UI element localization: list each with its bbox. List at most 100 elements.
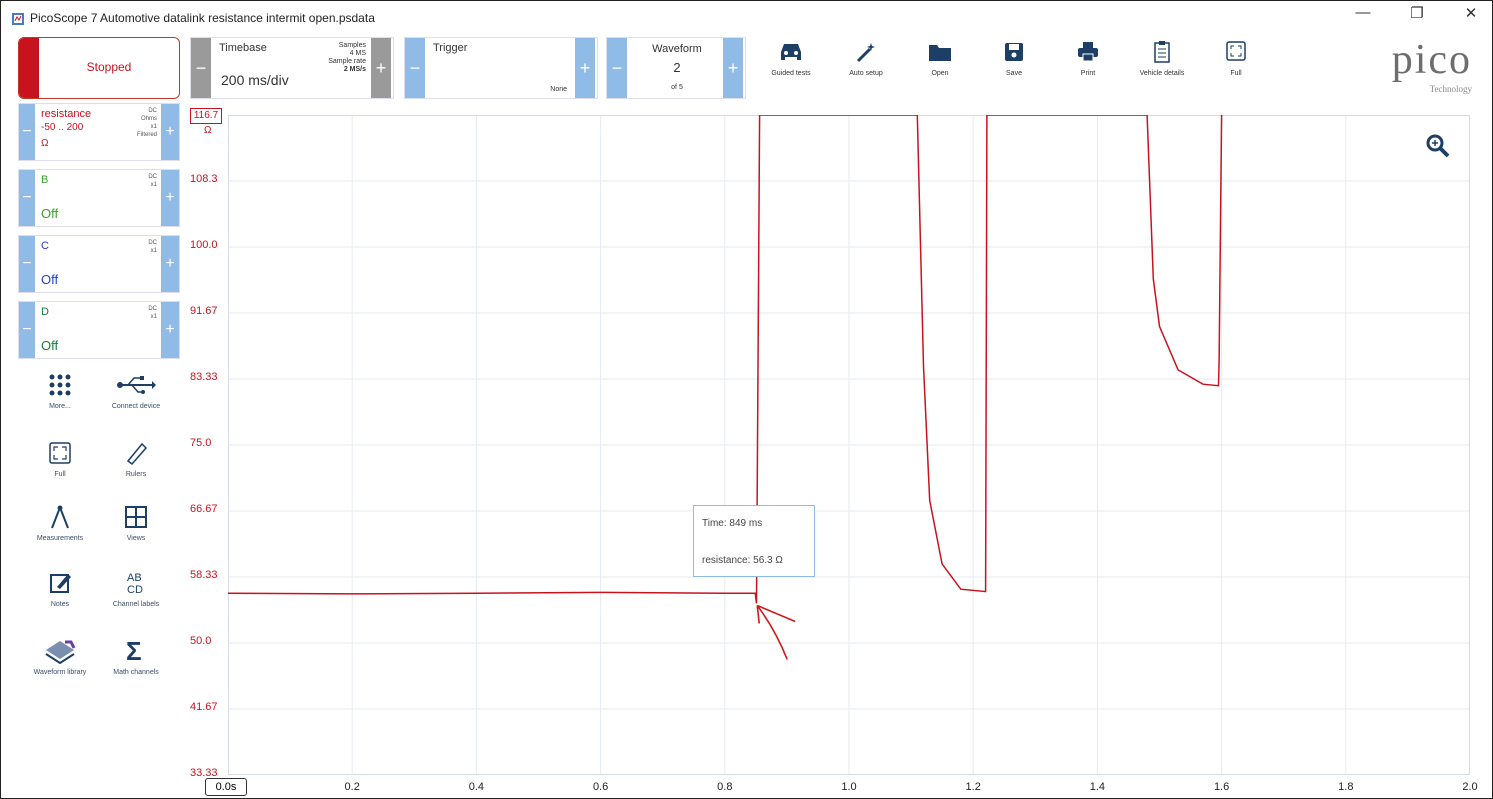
- notes-button[interactable]: Notes: [20, 570, 100, 609]
- channel-c-probe: x1: [150, 248, 157, 254]
- channel-c-increase-button[interactable]: +: [161, 236, 179, 292]
- y-tick-label: 33.33: [190, 767, 218, 779]
- tooltip-time: Time: 849 ms: [702, 518, 763, 529]
- connect-device-button[interactable]: Connect device: [96, 372, 176, 411]
- hover-tooltip: Time: 849 ms resistance: 56.3 Ω: [693, 505, 815, 577]
- waveform-library-button[interactable]: Waveform library: [20, 636, 100, 677]
- trigger-decrease-button[interactable]: −: [405, 38, 425, 98]
- views-label: Views: [126, 535, 146, 542]
- measurements-button[interactable]: Measurements: [20, 504, 100, 543]
- save-icon: [1005, 43, 1023, 61]
- compass-icon: [51, 505, 69, 529]
- svg-text:AB: AB: [127, 572, 142, 584]
- channel-b-increase-button[interactable]: +: [161, 170, 179, 226]
- channel-d-state: Off: [41, 338, 59, 353]
- x-tick-label: 1.0: [841, 781, 857, 793]
- channel-d-name: D: [41, 306, 49, 318]
- full-screen-button[interactable]: Full: [1204, 40, 1268, 77]
- vehicle-details-button[interactable]: Vehicle details: [1130, 40, 1194, 77]
- ruler-icon: [126, 442, 148, 466]
- run-stop-button[interactable]: Stopped: [18, 37, 180, 99]
- views-icon: [125, 506, 147, 528]
- connect-device-label: Connect device: [111, 403, 161, 410]
- channel-b-panel[interactable]: − B Off DC x1 +: [18, 169, 180, 227]
- channel-c-state: Off: [41, 272, 59, 287]
- y-tick-label: 41.67: [190, 701, 218, 713]
- waveform-next-button[interactable]: +: [723, 38, 743, 98]
- y-tick-label: 50.0: [190, 635, 212, 647]
- minimize-button[interactable]: —: [1355, 4, 1371, 21]
- print-icon: [1078, 42, 1098, 62]
- trigger-increase-button[interactable]: +: [575, 38, 595, 98]
- print-label: Print: [1080, 70, 1096, 77]
- auto-setup-button[interactable]: Auto setup: [834, 40, 898, 77]
- channel-a-probe: x1: [150, 124, 157, 130]
- rulers-button[interactable]: Rulers: [96, 440, 176, 479]
- y-tick-label: 100.0: [190, 239, 218, 251]
- math-channels-button[interactable]: Σ Math channels: [96, 636, 176, 677]
- channel-a-decrease-button[interactable]: −: [19, 104, 35, 160]
- waveform-count: of 5: [671, 84, 683, 91]
- auto-setup-label: Auto setup: [849, 70, 883, 77]
- channel-d-panel[interactable]: − D Off DC x1 +: [18, 301, 180, 359]
- more-button[interactable]: More...: [20, 372, 100, 411]
- x-tick-label: 0.4: [468, 781, 485, 793]
- channel-c-panel[interactable]: − C Off DC x1 +: [18, 235, 180, 293]
- channel-d-decrease-button[interactable]: −: [19, 302, 35, 358]
- y-unit: Ω: [204, 125, 212, 136]
- channel-a-range: -50 .. 200: [41, 122, 84, 133]
- print-button[interactable]: Print: [1056, 40, 1120, 77]
- channel-d-increase-button[interactable]: +: [161, 302, 179, 358]
- y-max-badge[interactable]: 116.7: [190, 108, 222, 124]
- x-tick-label: 1.6: [1213, 781, 1230, 793]
- grid-dots-icon: [49, 374, 71, 396]
- y-tick-label: 83.33: [190, 371, 218, 383]
- guided-tests-button[interactable]: Guided tests: [759, 40, 823, 77]
- rulers-label: Rulers: [125, 471, 147, 478]
- channel-labels-button[interactable]: AB CD Channel labels: [96, 570, 176, 609]
- save-button[interactable]: Save: [982, 40, 1046, 77]
- close-button[interactable]: ✕: [1464, 5, 1478, 22]
- waveform-index[interactable]: 2: [673, 60, 681, 75]
- sigma-icon: Σ: [126, 636, 142, 664]
- restore-button[interactable]: ❐: [1410, 5, 1424, 22]
- open-button[interactable]: Open: [908, 40, 972, 77]
- pico-logo: pico Technology: [1338, 37, 1472, 98]
- timebase-decrease-button[interactable]: −: [191, 38, 211, 98]
- x-tick-label: 1.2: [965, 781, 981, 793]
- y-tick-label: 91.67: [190, 305, 218, 317]
- y-tick-label: 75.0: [190, 437, 212, 449]
- channel-a-units: Ohms: [140, 116, 157, 122]
- x-tick-label: 0.2: [344, 781, 360, 793]
- channel-labels-label: Channel labels: [112, 601, 160, 608]
- waveform-previous-button[interactable]: −: [607, 38, 627, 98]
- waveform-label: Waveform: [652, 43, 702, 55]
- channel-a-panel[interactable]: − resistance -50 .. 200 Ω DC Ohms x1 Fil…: [18, 103, 180, 161]
- y-tick-label: 66.67: [190, 503, 218, 515]
- channel-a-increase-button[interactable]: +: [161, 104, 179, 160]
- title-bar: PicoScope 7 Automotive datalink resistan…: [8, 4, 1484, 32]
- channel-b-coupling: DC: [148, 174, 157, 180]
- waveform-control: − Waveform 2 of 5 +: [606, 37, 746, 99]
- full-view-button[interactable]: Full: [20, 440, 100, 479]
- scope-plot[interactable]: [228, 115, 1470, 775]
- trigger-control: − Trigger None +: [404, 37, 598, 99]
- open-label: Open: [931, 70, 949, 77]
- usb-icon: [117, 376, 156, 394]
- logo-name: pico: [1391, 37, 1472, 83]
- samples-value: 4 MS: [349, 50, 366, 57]
- x-tick-label: 1.4: [1089, 781, 1106, 793]
- x-tick-label: 1.8: [1338, 781, 1354, 793]
- timebase-value[interactable]: 200 ms/div: [221, 72, 289, 88]
- views-button[interactable]: Views: [96, 504, 176, 543]
- zoom-button[interactable]: [1425, 133, 1451, 164]
- channel-c-decrease-button[interactable]: −: [19, 236, 35, 292]
- timebase-increase-button[interactable]: +: [371, 38, 391, 98]
- x-start-badge[interactable]: 0.0s: [205, 778, 247, 796]
- channel-b-decrease-button[interactable]: −: [19, 170, 35, 226]
- trigger-mode[interactable]: None: [550, 86, 567, 93]
- svg-text:Σ: Σ: [126, 636, 142, 664]
- channel-a-filter: Filtered: [136, 132, 157, 138]
- channel-d-probe: x1: [150, 314, 157, 320]
